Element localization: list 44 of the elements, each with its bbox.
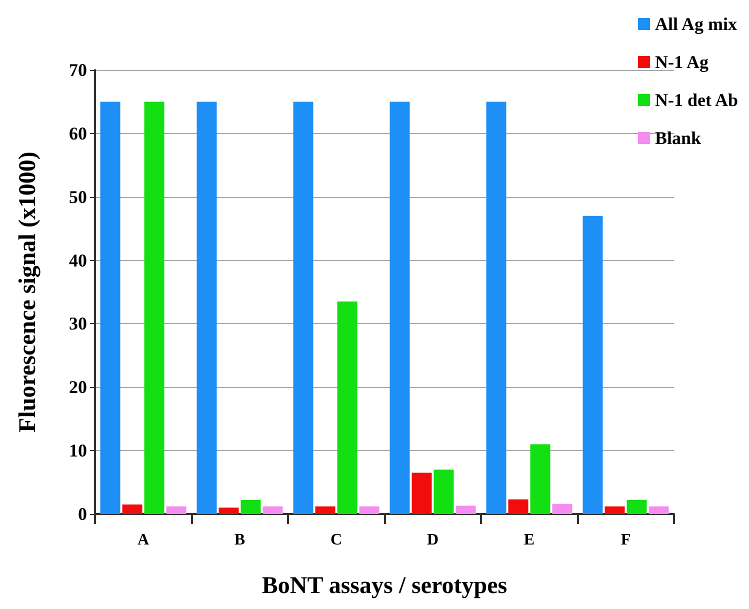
legend-label: All Ag mix [655, 14, 738, 34]
bar [626, 500, 647, 514]
y-axis-title: Fluorescence signal (x1000) [15, 152, 41, 432]
bar [552, 504, 572, 514]
bar [337, 302, 358, 514]
bar [315, 506, 336, 514]
x-tick-label: E [524, 532, 535, 548]
bar [122, 504, 142, 514]
bar [456, 506, 476, 514]
x-tick-label: B [234, 532, 246, 548]
x-tick-label: C [330, 532, 342, 548]
legend-label: N-1 det Ab [655, 90, 738, 110]
x-tick-label: D [426, 532, 439, 548]
bar [390, 102, 410, 514]
bar [412, 472, 432, 514]
bar [166, 506, 186, 514]
y-tick-label: 0 [78, 504, 87, 524]
bar [100, 102, 120, 514]
bar [648, 506, 669, 514]
bar [604, 506, 625, 514]
bar [359, 506, 380, 514]
y-tick-label: 60 [69, 123, 87, 144]
bar [508, 499, 528, 514]
y-tick-label: 40 [69, 250, 87, 270]
bar [293, 102, 314, 514]
y-tick-label: 20 [69, 377, 87, 398]
y-tick-label: 30 [69, 314, 87, 334]
bar [582, 216, 603, 514]
y-tick-label: 70 [69, 60, 87, 80]
bar [196, 102, 217, 514]
x-tick-label: A [137, 532, 150, 548]
legend-label: Blank [655, 128, 702, 148]
y-tick-label: 10 [69, 440, 87, 461]
y-tick-label: 50 [69, 186, 87, 207]
bar [262, 506, 283, 514]
bar [144, 102, 164, 514]
bar [530, 444, 550, 514]
x-axis-title: BoNT assays / serotypes [262, 573, 508, 599]
bar [240, 500, 261, 514]
x-tick-label: F [620, 532, 631, 548]
bar [434, 470, 454, 514]
legend-label: N-1 Ag [655, 52, 709, 72]
bar [486, 102, 506, 514]
bar [218, 508, 239, 514]
